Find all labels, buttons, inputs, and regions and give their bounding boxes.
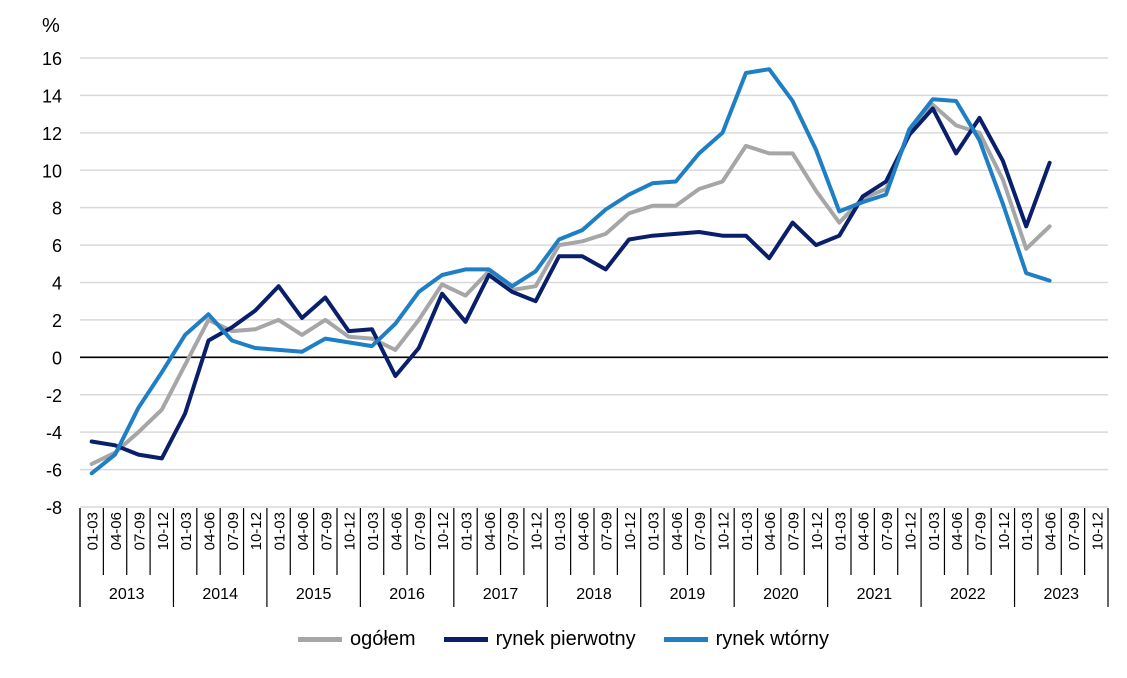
x-tick-label: 04-06 (482, 512, 499, 550)
x-tick-label: 01-03 (645, 512, 662, 550)
x-tick-label: 10-12 (248, 512, 265, 550)
x-tick-label: 07-09 (786, 512, 803, 550)
series-line-1 (89, 102, 1052, 466)
y-tick-label: 6 (52, 236, 62, 256)
x-tick-label: 01-03 (272, 512, 289, 550)
x-tick-label: 01-03 (1019, 512, 1036, 550)
y-tick-label: -6 (46, 461, 62, 481)
y-tick-label: -2 (46, 386, 62, 406)
y-tick-label: 2 (52, 311, 62, 331)
year-label: 2017 (483, 586, 519, 603)
x-tick-label: 04-06 (575, 512, 592, 550)
x-tick-label: 04-06 (388, 512, 405, 550)
x-tick-label: 01-03 (926, 512, 943, 550)
x-tick-label: 07-09 (225, 512, 242, 550)
year-label: 2015 (296, 586, 332, 603)
x-tick-label: 10-12 (622, 512, 639, 550)
x-tick-label: 10-12 (902, 512, 919, 550)
x-tick-label: 01-03 (459, 512, 476, 550)
x-tick-label: 04-06 (295, 512, 312, 550)
gridlines (80, 57, 1108, 508)
x-tick-label: 07-09 (505, 512, 522, 550)
legend: ogółem rynek pierwotny rynek wtórny (0, 624, 1127, 654)
x-tick-label: 10-12 (342, 512, 359, 550)
x-tick-label: 01-03 (552, 512, 569, 550)
series-line-3 (89, 67, 1052, 476)
year-label: 2014 (202, 586, 238, 603)
legend-swatch (297, 636, 342, 642)
axes (79, 356, 1109, 607)
year-label: 2018 (576, 586, 612, 603)
x-tick-label: 01-03 (365, 512, 382, 550)
x-tick-label: 07-09 (412, 512, 429, 550)
y-tick-label: 12 (42, 124, 62, 144)
x-tick-label: 10-12 (155, 512, 172, 550)
x-tick-label: 04-06 (762, 512, 779, 550)
y-tick-label: -4 (46, 423, 62, 443)
legend-label: rynek wtórny (715, 627, 830, 650)
x-tick-label: 10-12 (435, 512, 452, 550)
x-tick-label: 10-12 (529, 512, 546, 550)
x-tick-label: 04-06 (856, 512, 873, 550)
series-line-2 (89, 106, 1052, 461)
x-tick-label: 04-06 (108, 512, 125, 550)
year-label: 2022 (950, 586, 986, 603)
x-tick-label: 10-12 (1089, 512, 1106, 550)
x-tick-label: 01-03 (178, 512, 195, 550)
x-tick-label: 01-03 (832, 512, 849, 550)
series-lines (89, 67, 1052, 476)
x-tick-label: 07-09 (131, 512, 148, 550)
x-tick-label: 04-06 (669, 512, 686, 550)
year-label: 2019 (670, 586, 706, 603)
y-tick-label: 0 (52, 348, 62, 368)
x-tick-label: 01-03 (739, 512, 756, 550)
x-tick-label: 07-09 (879, 512, 896, 550)
year-label: 2020 (763, 586, 799, 603)
legend-item: ogółem (297, 627, 416, 651)
legend-swatch (443, 636, 488, 642)
x-tick-label: 10-12 (716, 512, 733, 550)
x-tick-label: 04-06 (1043, 512, 1060, 550)
y-axis-label: % (42, 15, 60, 37)
legend-swatch (663, 636, 708, 642)
x-tick-label: 07-09 (692, 512, 709, 550)
y-tick-label: -8 (46, 498, 62, 518)
x-tick-label: 04-06 (202, 512, 219, 550)
year-label: 2023 (1043, 586, 1079, 603)
legend-label: rynek pierwotny (495, 627, 636, 650)
x-tick-label: 04-06 (949, 512, 966, 550)
x-tick-label: 10-12 (996, 512, 1013, 550)
legend-item: rynek pierwotny (443, 627, 636, 651)
x-tick-label: 10-12 (809, 512, 826, 550)
x-tick-label: 07-09 (599, 512, 616, 550)
x-tick-label: 07-09 (973, 512, 990, 550)
y-tick-label: 4 (52, 274, 62, 294)
legend-label: ogółem (349, 627, 416, 650)
x-tick-label: 07-09 (318, 512, 335, 550)
axis-labels: -8 -6 -4 -2 0 2 4 6 8 10 12 14 16 01-03 04-06 07-09 10-1… (42, 49, 1106, 603)
x-tick-label: 07-09 (1066, 512, 1083, 550)
year-label: 2016 (389, 586, 425, 603)
year-label: 2013 (109, 586, 145, 603)
y-tick-label: 16 (42, 49, 62, 69)
legend-item: rynek wtórny (663, 627, 830, 651)
x-tick-label: 01-03 (85, 512, 102, 550)
y-tick-label: 8 (52, 199, 62, 219)
y-tick-label: 14 (42, 86, 62, 106)
year-label: 2021 (857, 586, 893, 603)
y-tick-label: 10 (42, 161, 62, 181)
